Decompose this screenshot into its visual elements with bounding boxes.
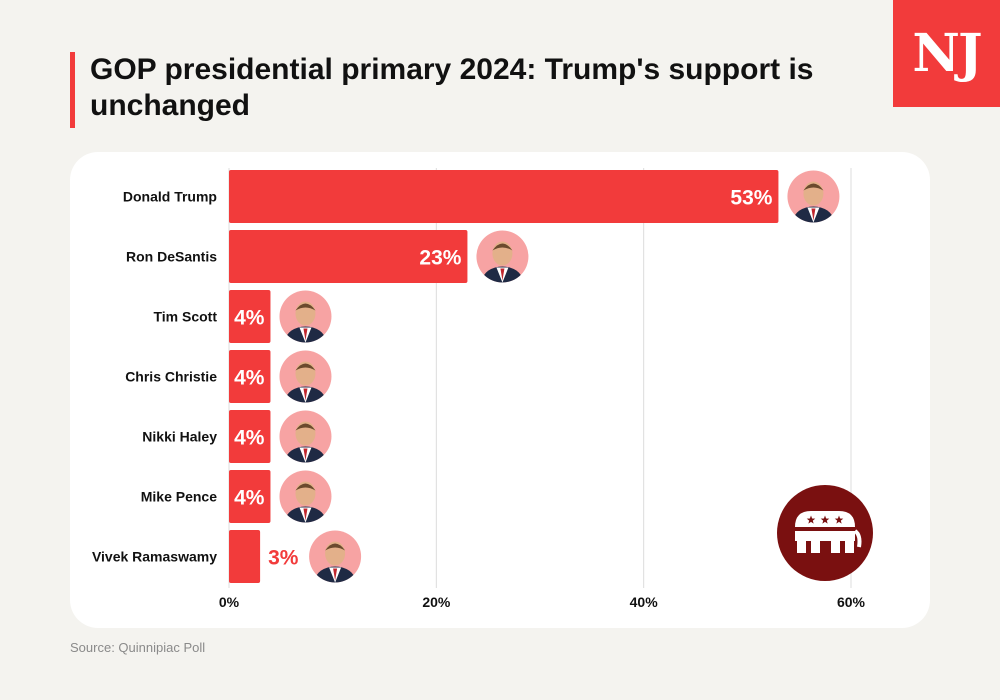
category-label: Ron DeSantis <box>126 249 217 265</box>
chart-title: GOP presidential primary 2024: Trump's s… <box>90 53 814 122</box>
candidate-avatar-icon <box>279 290 332 343</box>
candidate-avatar-icon <box>279 350 332 403</box>
bar <box>229 350 271 403</box>
category-label: Donald Trump <box>123 189 217 205</box>
value-label: 53% <box>730 187 772 210</box>
nj-logo: NJ <box>893 0 1000 107</box>
x-tick-label: 40% <box>630 594 659 610</box>
bar <box>229 170 779 223</box>
bar <box>229 230 468 283</box>
category-label: Mike Pence <box>141 489 217 505</box>
x-tick-label: 60% <box>837 594 866 610</box>
value-label: 4% <box>234 307 265 330</box>
candidate-avatar-icon <box>787 170 840 223</box>
x-tick-label: 20% <box>422 594 451 610</box>
candidate-avatar-icon <box>279 470 332 523</box>
candidate-avatar-icon <box>279 410 332 463</box>
category-label: Tim Scott <box>153 309 217 325</box>
bar <box>229 530 261 583</box>
value-label: 23% <box>419 247 461 270</box>
candidate-avatar-icon <box>309 530 362 583</box>
title-accent-bar <box>70 52 75 128</box>
value-label: 4% <box>234 427 265 450</box>
category-label: Nikki Haley <box>142 429 217 445</box>
value-label: 4% <box>234 487 265 510</box>
bar <box>229 410 271 463</box>
x-tick-label: 0% <box>219 594 240 610</box>
value-label: 3% <box>268 547 299 570</box>
candidate-avatar-icon <box>476 230 529 283</box>
bar <box>229 470 271 523</box>
bar <box>229 290 271 343</box>
value-label: 4% <box>234 367 265 390</box>
source-note: Source: Quinnipiac Poll <box>70 640 206 655</box>
category-label: Chris Christie <box>125 369 217 385</box>
category-label: Vivek Ramaswamy <box>92 549 217 565</box>
republican-elephant-icon <box>795 511 862 553</box>
